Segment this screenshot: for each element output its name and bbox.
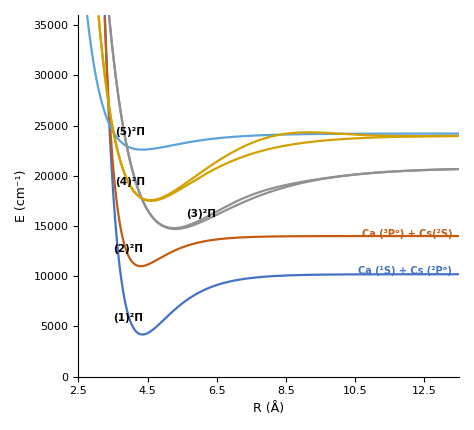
X-axis label: R (Å): R (Å): [253, 402, 284, 415]
Text: Ca (³Pᵒ) + Cs(²S): Ca (³Pᵒ) + Cs(²S): [362, 229, 452, 239]
Text: (4)²Π: (4)²Π: [115, 177, 145, 187]
Text: (3)²Π: (3)²Π: [186, 209, 216, 219]
Text: Ca (¹S) + Cs (²Pᵒ): Ca (¹S) + Cs (²Pᵒ): [358, 266, 452, 276]
Text: (2)²Π: (2)²Π: [113, 244, 143, 254]
Text: (1)²Π: (1)²Π: [113, 313, 143, 323]
Text: (5)²Π: (5)²Π: [115, 126, 145, 137]
Y-axis label: E (cm⁻¹): E (cm⁻¹): [15, 170, 28, 222]
